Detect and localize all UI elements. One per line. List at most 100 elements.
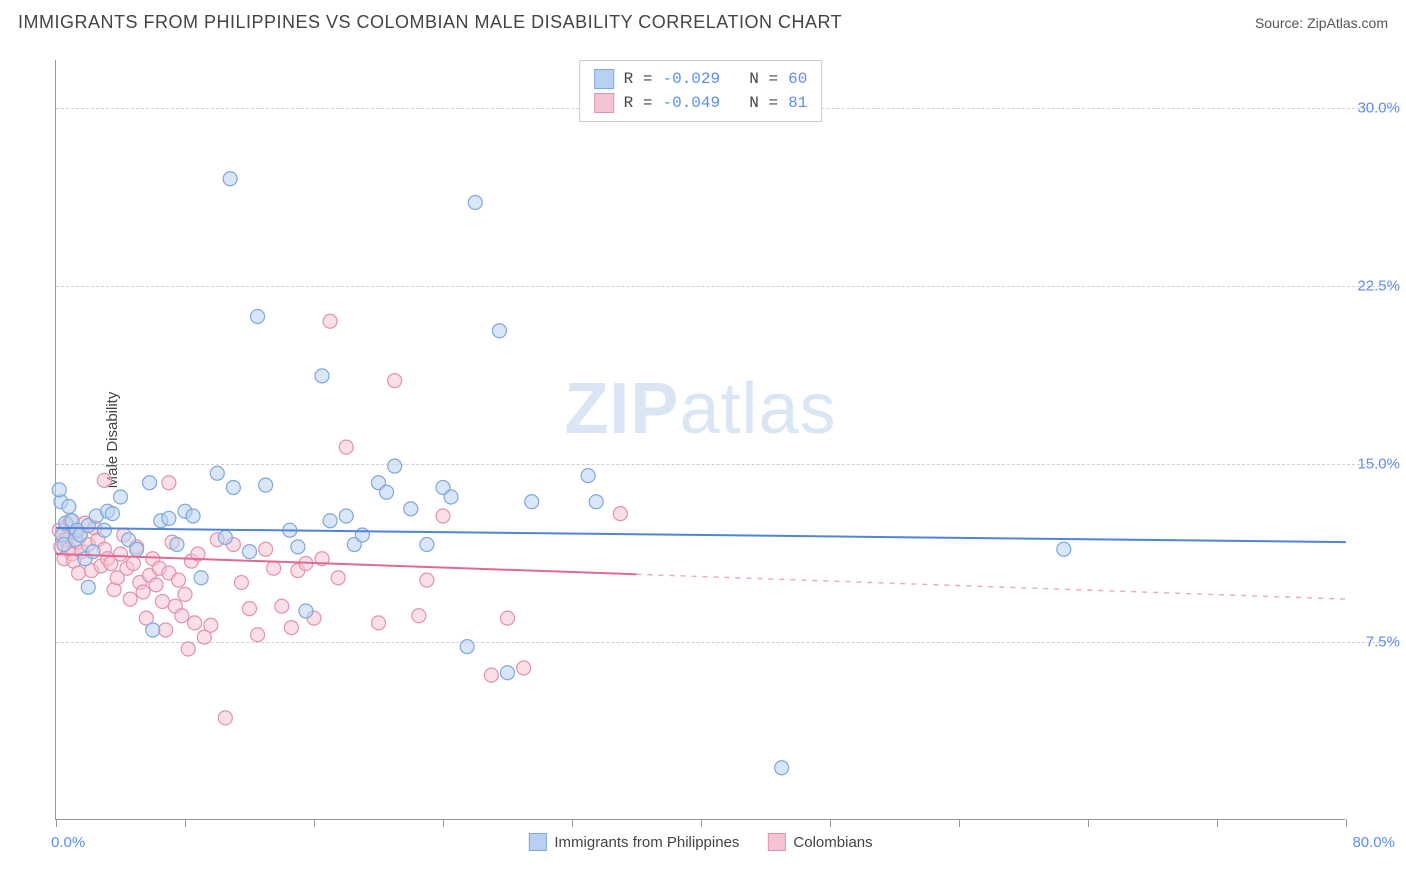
scatter-point bbox=[130, 542, 144, 556]
scatter-point bbox=[460, 640, 474, 654]
scatter-point bbox=[105, 507, 119, 521]
y-tick-label: 7.5% bbox=[1366, 633, 1400, 650]
stat-n-label: N = bbox=[730, 70, 778, 88]
scatter-point bbox=[114, 490, 128, 504]
legend-label-0: Immigrants from Philippines bbox=[554, 834, 739, 851]
scatter-point bbox=[86, 545, 100, 559]
x-tick bbox=[701, 819, 702, 827]
swatch-series-1 bbox=[767, 833, 785, 851]
scatter-point bbox=[159, 623, 173, 637]
scatter-point bbox=[775, 761, 789, 775]
scatter-point bbox=[114, 547, 128, 561]
scatter-point bbox=[412, 609, 426, 623]
stat-r-label: R = bbox=[624, 70, 653, 88]
scatter-point bbox=[243, 602, 257, 616]
scatter-point bbox=[404, 502, 418, 516]
scatter-point bbox=[420, 538, 434, 552]
scatter-point bbox=[501, 611, 515, 625]
scatter-point bbox=[581, 469, 595, 483]
scatter-point bbox=[181, 642, 195, 656]
scatter-svg bbox=[56, 60, 1345, 819]
scatter-point bbox=[155, 595, 169, 609]
scatter-point bbox=[444, 490, 458, 504]
scatter-point bbox=[162, 511, 176, 525]
stats-row-series-0: R = -0.029 N = 60 bbox=[594, 67, 808, 91]
scatter-point bbox=[251, 310, 265, 324]
scatter-point bbox=[388, 374, 402, 388]
scatter-point bbox=[436, 509, 450, 523]
scatter-point bbox=[226, 481, 240, 495]
scatter-point bbox=[81, 580, 95, 594]
x-tick bbox=[1088, 819, 1089, 827]
scatter-point bbox=[97, 523, 111, 537]
x-tick bbox=[1217, 819, 1218, 827]
scatter-point bbox=[259, 478, 273, 492]
scatter-point bbox=[380, 485, 394, 499]
scatter-point bbox=[484, 668, 498, 682]
scatter-point bbox=[223, 172, 237, 186]
scatter-point bbox=[1057, 542, 1071, 556]
swatch-series-0 bbox=[528, 833, 546, 851]
scatter-point bbox=[97, 473, 111, 487]
legend-item-series-1: Colombians bbox=[767, 833, 872, 851]
scatter-point bbox=[123, 592, 137, 606]
scatter-point bbox=[284, 621, 298, 635]
x-tick-max: 80.0% bbox=[1352, 834, 1395, 851]
scatter-point bbox=[291, 540, 305, 554]
stat-r-value-1: -0.049 bbox=[662, 94, 720, 112]
x-tick-min: 0.0% bbox=[51, 834, 85, 851]
scatter-point bbox=[234, 576, 248, 590]
scatter-point bbox=[331, 571, 345, 585]
chart-title: IMMIGRANTS FROM PHILIPPINES VS COLOMBIAN… bbox=[18, 12, 842, 33]
stat-r-value-0: -0.029 bbox=[662, 70, 720, 88]
stat-n-label: N = bbox=[730, 94, 778, 112]
scatter-point bbox=[188, 616, 202, 630]
legend-label-1: Colombians bbox=[793, 834, 872, 851]
scatter-point bbox=[210, 466, 224, 480]
scatter-point bbox=[339, 440, 353, 454]
scatter-point bbox=[517, 661, 531, 675]
scatter-point bbox=[204, 618, 218, 632]
y-tick-label: 15.0% bbox=[1357, 455, 1400, 472]
scatter-point bbox=[218, 711, 232, 725]
plot-area: Male Disability ZIPatlas 7.5%15.0%22.5%3… bbox=[55, 60, 1345, 820]
scatter-point bbox=[243, 545, 257, 559]
scatter-point bbox=[126, 557, 140, 571]
legend-item-series-0: Immigrants from Philippines bbox=[528, 833, 739, 851]
scatter-point bbox=[501, 666, 515, 680]
x-tick bbox=[443, 819, 444, 827]
scatter-point bbox=[136, 585, 150, 599]
scatter-point bbox=[275, 599, 289, 613]
scatter-point bbox=[52, 483, 66, 497]
scatter-point bbox=[178, 587, 192, 601]
scatter-point bbox=[315, 369, 329, 383]
scatter-point bbox=[323, 314, 337, 328]
scatter-point bbox=[299, 604, 313, 618]
regression-line-dashed bbox=[637, 574, 1347, 599]
stat-r-label: R = bbox=[624, 94, 653, 112]
swatch-series-0 bbox=[594, 69, 614, 89]
scatter-point bbox=[162, 476, 176, 490]
scatter-point bbox=[339, 509, 353, 523]
scatter-point bbox=[372, 616, 386, 630]
scatter-point bbox=[420, 573, 434, 587]
scatter-point bbox=[525, 495, 539, 509]
scatter-point bbox=[170, 538, 184, 552]
stats-row-series-1: R = -0.049 N = 81 bbox=[594, 91, 808, 115]
x-tick bbox=[185, 819, 186, 827]
scatter-point bbox=[194, 571, 208, 585]
x-tick bbox=[959, 819, 960, 827]
scatter-point bbox=[323, 514, 337, 528]
y-tick-label: 30.0% bbox=[1357, 99, 1400, 116]
regression-line bbox=[56, 554, 637, 574]
scatter-point bbox=[613, 507, 627, 521]
scatter-point bbox=[143, 476, 157, 490]
source-attribution: Source: ZipAtlas.com bbox=[1255, 15, 1388, 31]
scatter-point bbox=[72, 566, 86, 580]
x-tick bbox=[314, 819, 315, 827]
stats-legend: R = -0.029 N = 60 R = -0.049 N = 81 bbox=[579, 60, 823, 122]
regression-line bbox=[56, 528, 1346, 542]
x-tick bbox=[1346, 819, 1347, 827]
scatter-point bbox=[172, 573, 186, 587]
scatter-point bbox=[186, 509, 200, 523]
